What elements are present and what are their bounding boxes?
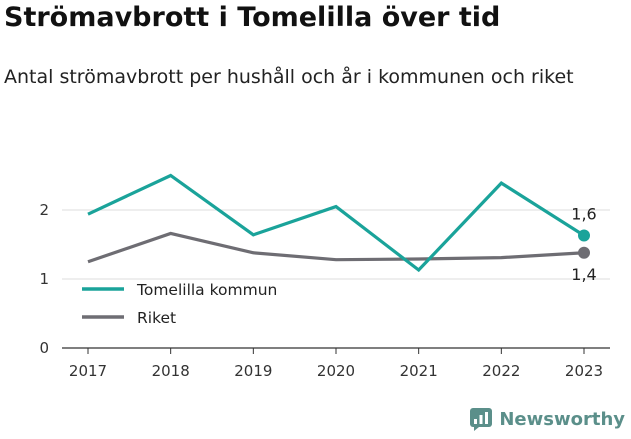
legend-label: Riket [137,309,176,327]
legend-label: Tomelilla kommun [136,281,277,299]
chart-title: Strömavbrott i Tomelilla över tid [4,2,501,33]
x-tick-label: 2023 [565,362,603,380]
x-tick-label: 2022 [482,362,520,380]
data-label: 1,6 [571,205,596,224]
x-tick-label: 2018 [152,362,190,380]
brand-logo: Newsworthy [469,407,625,431]
y-tick-label: 2 [39,201,49,219]
series-end-point [578,246,590,259]
series-line [87,231,585,264]
x-tick-label: 2021 [400,362,438,380]
y-tick-label: 1 [39,270,49,288]
chart-subtitle: Antal strömavbrott per hushåll och år i … [4,66,574,88]
y-tick-label: 0 [39,339,49,357]
x-tick-label: 2019 [234,362,272,380]
newsworthy-logo-icon [470,408,493,431]
x-tick-label: 2017 [69,362,107,380]
x-tick-label: 2020 [317,362,355,380]
brand-name: Newsworthy [499,408,625,430]
series-end-point [578,229,590,242]
data-label: 1,4 [571,265,596,284]
series-line [87,173,585,273]
